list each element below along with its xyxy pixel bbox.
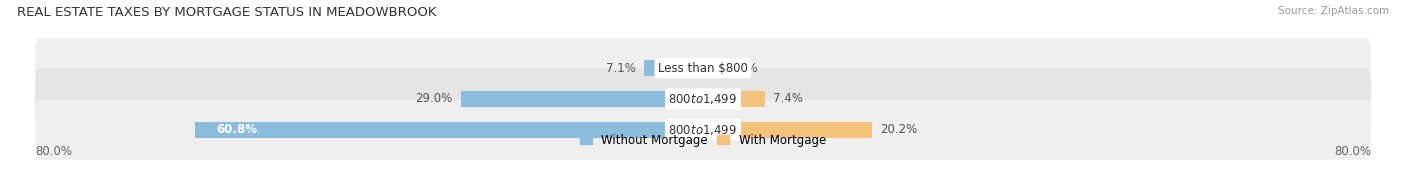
Text: 60.8%: 60.8% (217, 123, 257, 136)
Text: 80.0%: 80.0% (35, 145, 72, 158)
Text: 7.4%: 7.4% (773, 93, 803, 105)
Bar (703, 91, 765, 107)
Bar (461, 91, 703, 107)
Text: REAL ESTATE TAXES BY MORTGAGE STATUS IN MEADOWBROOK: REAL ESTATE TAXES BY MORTGAGE STATUS IN … (17, 6, 436, 19)
Legend: Without Mortgage, With Mortgage: Without Mortgage, With Mortgage (581, 133, 825, 146)
Text: 80.0%: 80.0% (1334, 145, 1371, 158)
FancyBboxPatch shape (35, 100, 1371, 160)
Bar (703, 122, 872, 138)
Text: $800 to $1,499: $800 to $1,499 (668, 123, 738, 137)
Text: 2.0%: 2.0% (728, 62, 758, 75)
FancyBboxPatch shape (35, 69, 1371, 129)
Text: 7.1%: 7.1% (606, 62, 636, 75)
Bar (644, 60, 703, 76)
FancyBboxPatch shape (35, 38, 1371, 98)
Bar (703, 60, 720, 76)
Text: Source: ZipAtlas.com: Source: ZipAtlas.com (1278, 6, 1389, 16)
Text: 20.2%: 20.2% (880, 123, 917, 136)
Text: 29.0%: 29.0% (415, 93, 453, 105)
Bar (195, 122, 703, 138)
Text: $800 to $1,499: $800 to $1,499 (668, 92, 738, 106)
Text: Less than $800: Less than $800 (658, 62, 748, 75)
